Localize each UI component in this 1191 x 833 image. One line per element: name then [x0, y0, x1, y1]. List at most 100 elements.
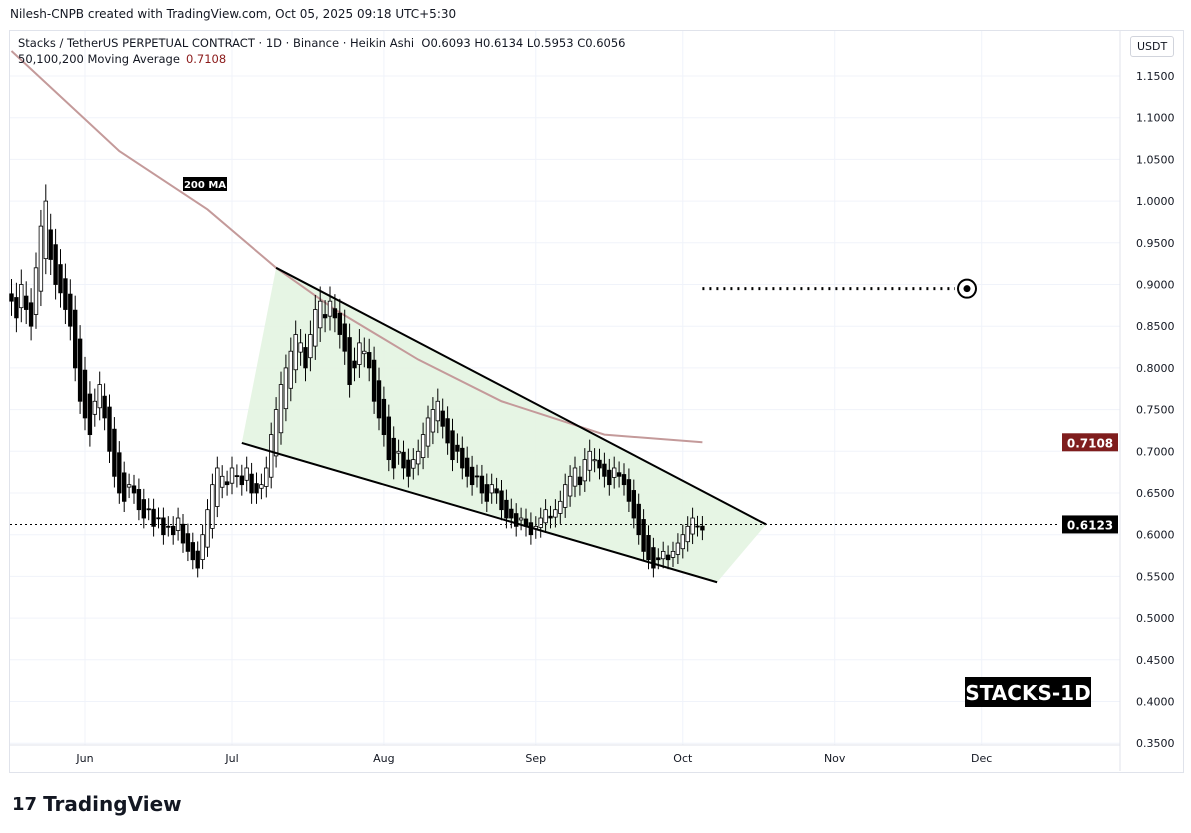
- candle-body: [87, 393, 93, 436]
- x-tick-label: Aug: [373, 752, 394, 765]
- wedge-lower-line: [241, 442, 718, 584]
- candle-body: [136, 489, 142, 511]
- candle-body: [19, 284, 24, 309]
- target-icon-dot: [963, 285, 971, 293]
- candle-body: [215, 467, 220, 507]
- candle-body: [626, 479, 632, 502]
- candle-body: [680, 534, 685, 550]
- candle-body: [396, 450, 401, 454]
- candle-body: [327, 300, 333, 317]
- candle-body: [371, 359, 377, 402]
- candle-body: [210, 484, 215, 529]
- candle-body: [97, 384, 102, 409]
- y-tick-label: 0.8000: [1136, 362, 1175, 375]
- candle-body: [283, 367, 289, 410]
- y-tick-label: 0.8500: [1136, 320, 1175, 333]
- candle-body: [28, 302, 34, 327]
- candle-body: [440, 410, 445, 427]
- x-tick-label: Jun: [75, 752, 93, 765]
- candle-body: [14, 297, 19, 319]
- candle-body: [455, 444, 460, 452]
- candle-body: [249, 473, 254, 494]
- candle-body: [386, 416, 391, 461]
- candle-body: [665, 554, 671, 561]
- symbol-legend: Stacks / TetherUS PERPETUAL CONTRACT · 1…: [18, 36, 625, 50]
- y-tick-label: 1.1500: [1136, 70, 1175, 83]
- candle-body: [695, 525, 700, 528]
- candle-body: [646, 535, 651, 561]
- candle-body: [469, 466, 475, 486]
- candle-body: [332, 308, 338, 319]
- candle-body: [636, 503, 641, 536]
- last-price-label: 0.6123: [1067, 518, 1113, 532]
- candle-body: [337, 312, 342, 335]
- y-tick-label: 0.6000: [1136, 529, 1175, 542]
- candle-body: [107, 406, 112, 452]
- candle-body: [425, 417, 431, 447]
- candle-body: [23, 295, 29, 310]
- y-tick-label: 0.4000: [1136, 696, 1175, 709]
- candle-body: [322, 314, 328, 319]
- candle-body: [484, 484, 489, 502]
- candle-body: [254, 483, 259, 494]
- candle-body: [205, 509, 210, 548]
- y-tick-label: 1.0000: [1136, 195, 1175, 208]
- candle-body: [53, 244, 58, 285]
- candle-body: [288, 350, 293, 389]
- ma-price-label: 0.7108: [1067, 436, 1113, 450]
- candle-body: [239, 475, 244, 486]
- y-tick-label: 1.0500: [1136, 153, 1175, 166]
- candle-body: [102, 395, 107, 419]
- candle-body: [77, 338, 83, 402]
- ma-legend[interactable]: 50,100,200 Moving Average 0.7108: [18, 52, 226, 66]
- candle-body: [112, 428, 117, 477]
- y-tick-label: 0.9000: [1136, 279, 1175, 292]
- candle-body: [670, 550, 676, 558]
- candle-body: [538, 517, 543, 528]
- candle-body: [273, 409, 279, 457]
- candle-body: [567, 475, 573, 497]
- candle-body: [597, 459, 602, 469]
- y-tick-label: 1.1000: [1136, 112, 1175, 125]
- chart-credit: Nilesh-CNPB created with TradingView.com…: [10, 7, 457, 21]
- candle-body: [268, 434, 274, 478]
- candle-body: [518, 517, 524, 521]
- candle-body: [445, 418, 450, 444]
- candle-body: [9, 293, 14, 302]
- ma-value: 0.7108: [185, 52, 227, 66]
- candle-body: [592, 459, 597, 462]
- candle-body: [641, 519, 646, 552]
- candle-body: [58, 264, 63, 294]
- x-tick-label: Jul: [224, 752, 238, 765]
- candle-body: [317, 300, 323, 329]
- y-tick-label: 0.7000: [1136, 445, 1175, 458]
- candle-body: [73, 309, 78, 369]
- candle-body: [381, 398, 387, 436]
- candle-body: [33, 267, 39, 315]
- candle-body: [244, 467, 249, 481]
- candle-body: [656, 557, 661, 561]
- last-price-badge: [1062, 515, 1118, 534]
- candle-body: [504, 499, 509, 519]
- candle-body: [131, 485, 137, 494]
- tradingview-logo-icon: 𝟭𝟳: [12, 793, 38, 815]
- tradingview-logo[interactable]: 𝟭𝟳 TradingView: [12, 792, 182, 816]
- candle-body: [195, 550, 200, 569]
- candle-body: [200, 534, 205, 560]
- candle-body: [126, 484, 132, 488]
- y-tick-label: 0.4500: [1136, 654, 1175, 667]
- candle-body: [499, 490, 504, 511]
- candle-body: [264, 467, 269, 487]
- currency-unit-button[interactable]: USDT: [1130, 36, 1175, 57]
- candle-body: [548, 515, 553, 519]
- candle-body: [63, 278, 68, 310]
- candle-body: [616, 472, 622, 477]
- candle-body: [146, 508, 151, 511]
- candle-body: [391, 437, 396, 469]
- symbol-title[interactable]: Stacks / TetherUS PERPETUAL CONTRACT · 1…: [18, 36, 415, 50]
- candle-body: [558, 500, 563, 514]
- candle-body: [489, 484, 494, 494]
- ma-label: 50,100,200 Moving Average: [18, 52, 180, 66]
- candle-body: [582, 459, 587, 482]
